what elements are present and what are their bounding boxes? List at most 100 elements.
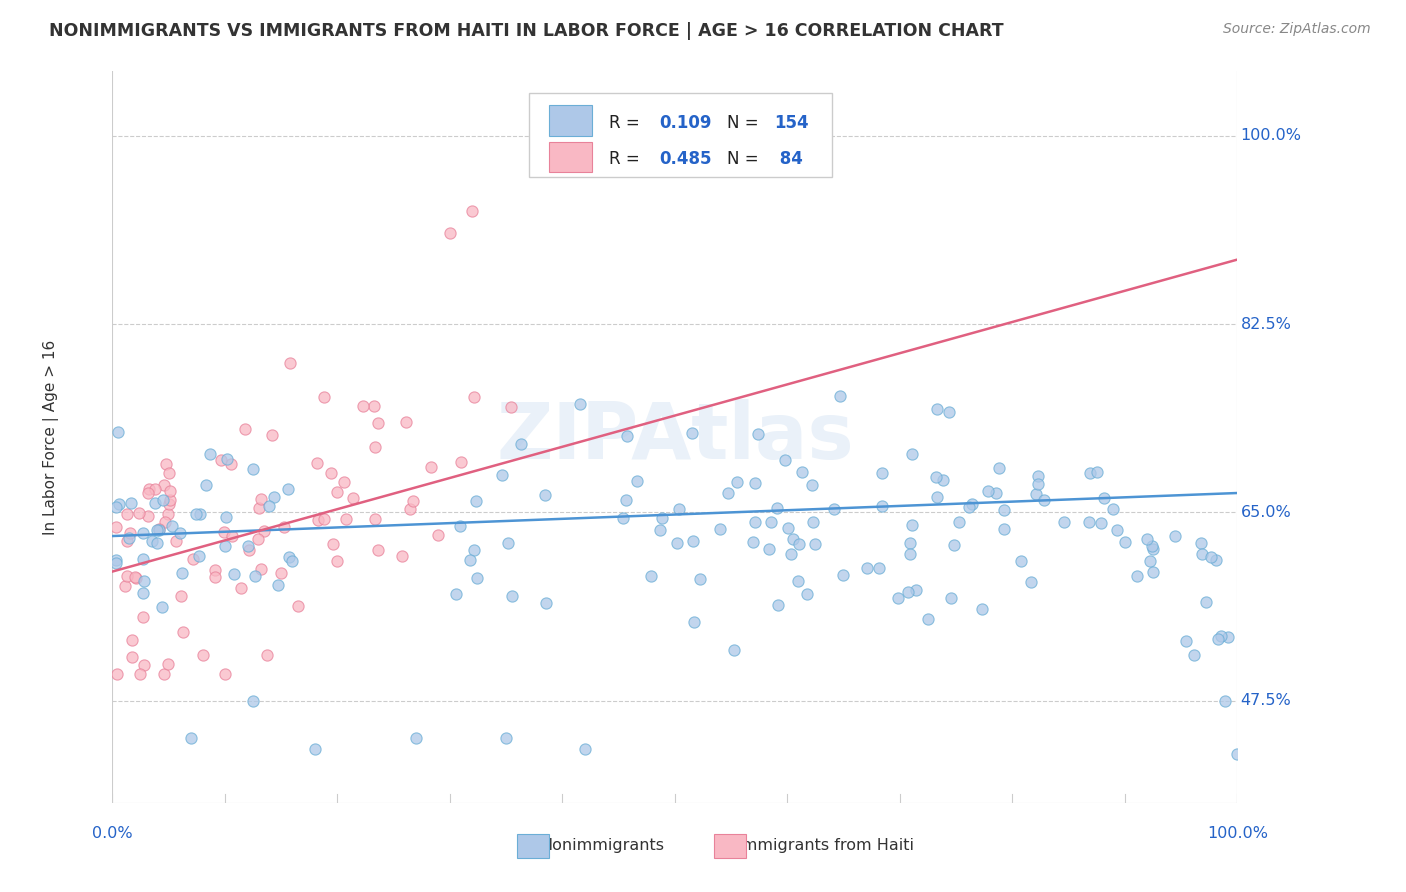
Point [115, 569, 138, 583]
Point [141, 534, 163, 549]
Point [932, 473, 955, 487]
Point [391, 549, 413, 563]
Point [247, 501, 270, 516]
Point [917, 613, 939, 627]
Point [204, 569, 226, 583]
Point [960, 497, 983, 511]
Point [114, 579, 136, 593]
Point [491, 468, 513, 483]
Text: 0.0%: 0.0% [93, 827, 132, 841]
Point [221, 529, 243, 543]
Point [1142, 566, 1164, 580]
Point [157, 657, 180, 671]
Point [364, 440, 387, 454]
Point [1032, 492, 1054, 507]
Point [278, 356, 301, 370]
Point [901, 517, 924, 532]
Point [568, 397, 591, 411]
Point [709, 522, 731, 536]
Point [501, 400, 523, 414]
Point [128, 506, 150, 520]
Point [439, 226, 461, 240]
Point [1090, 516, 1112, 531]
Point [134, 574, 156, 589]
Point [242, 462, 264, 476]
Point [651, 510, 673, 524]
Point [927, 490, 949, 504]
Point [169, 589, 191, 603]
Point [789, 537, 811, 551]
Point [868, 560, 890, 574]
Point [1102, 501, 1125, 516]
Point [744, 475, 766, 490]
Point [160, 519, 183, 533]
Text: N =: N = [727, 150, 763, 168]
Point [132, 585, 155, 599]
Point [253, 524, 276, 538]
Point [1195, 595, 1218, 609]
Point [157, 497, 180, 511]
Point [723, 642, 745, 657]
Point [214, 539, 236, 553]
Point [263, 490, 285, 504]
Point [1226, 747, 1249, 761]
Point [828, 389, 851, 403]
Point [1175, 633, 1198, 648]
Point [626, 474, 648, 488]
Point [256, 648, 278, 663]
Point [925, 470, 948, 484]
Point [219, 457, 242, 471]
Point [464, 493, 486, 508]
Point [458, 553, 481, 567]
Point [444, 587, 467, 601]
Point [277, 482, 299, 496]
Point [181, 552, 204, 566]
Point [273, 520, 295, 534]
Point [143, 496, 166, 510]
Point [725, 475, 748, 490]
Bar [714, 834, 745, 858]
Point [510, 437, 533, 451]
Point [155, 457, 177, 471]
Point [742, 535, 765, 549]
Point [758, 542, 780, 557]
Point [898, 536, 921, 550]
Point [169, 525, 191, 540]
Point [766, 598, 789, 612]
Point [129, 666, 152, 681]
Point [209, 453, 232, 467]
Point [105, 553, 128, 567]
Point [668, 501, 690, 516]
Point [1136, 532, 1159, 546]
Point [977, 483, 1000, 498]
Point [335, 511, 357, 525]
Text: 65.0%: 65.0% [1240, 505, 1291, 520]
Point [143, 482, 166, 496]
Point [1019, 575, 1042, 590]
Point [744, 516, 766, 530]
Point [1211, 629, 1233, 643]
Text: 0.485: 0.485 [659, 150, 711, 168]
Point [138, 482, 160, 496]
Point [115, 533, 138, 548]
Text: Nonimmigrants: Nonimmigrants [540, 838, 664, 854]
Point [1080, 466, 1102, 480]
Point [901, 447, 924, 461]
Text: 0.109: 0.109 [659, 113, 711, 131]
Point [145, 524, 167, 538]
Point [898, 547, 921, 561]
Point [307, 513, 329, 527]
Text: 82.5%: 82.5% [1240, 317, 1292, 332]
Point [156, 507, 179, 521]
Point [281, 554, 304, 568]
Point [1126, 569, 1149, 583]
Point [1205, 553, 1227, 567]
Point [801, 515, 824, 529]
Point [304, 742, 326, 756]
Point [449, 518, 471, 533]
Point [665, 536, 688, 550]
Text: R =: R = [609, 150, 644, 168]
Point [399, 501, 422, 516]
Point [222, 567, 245, 582]
Point [1078, 515, 1101, 529]
